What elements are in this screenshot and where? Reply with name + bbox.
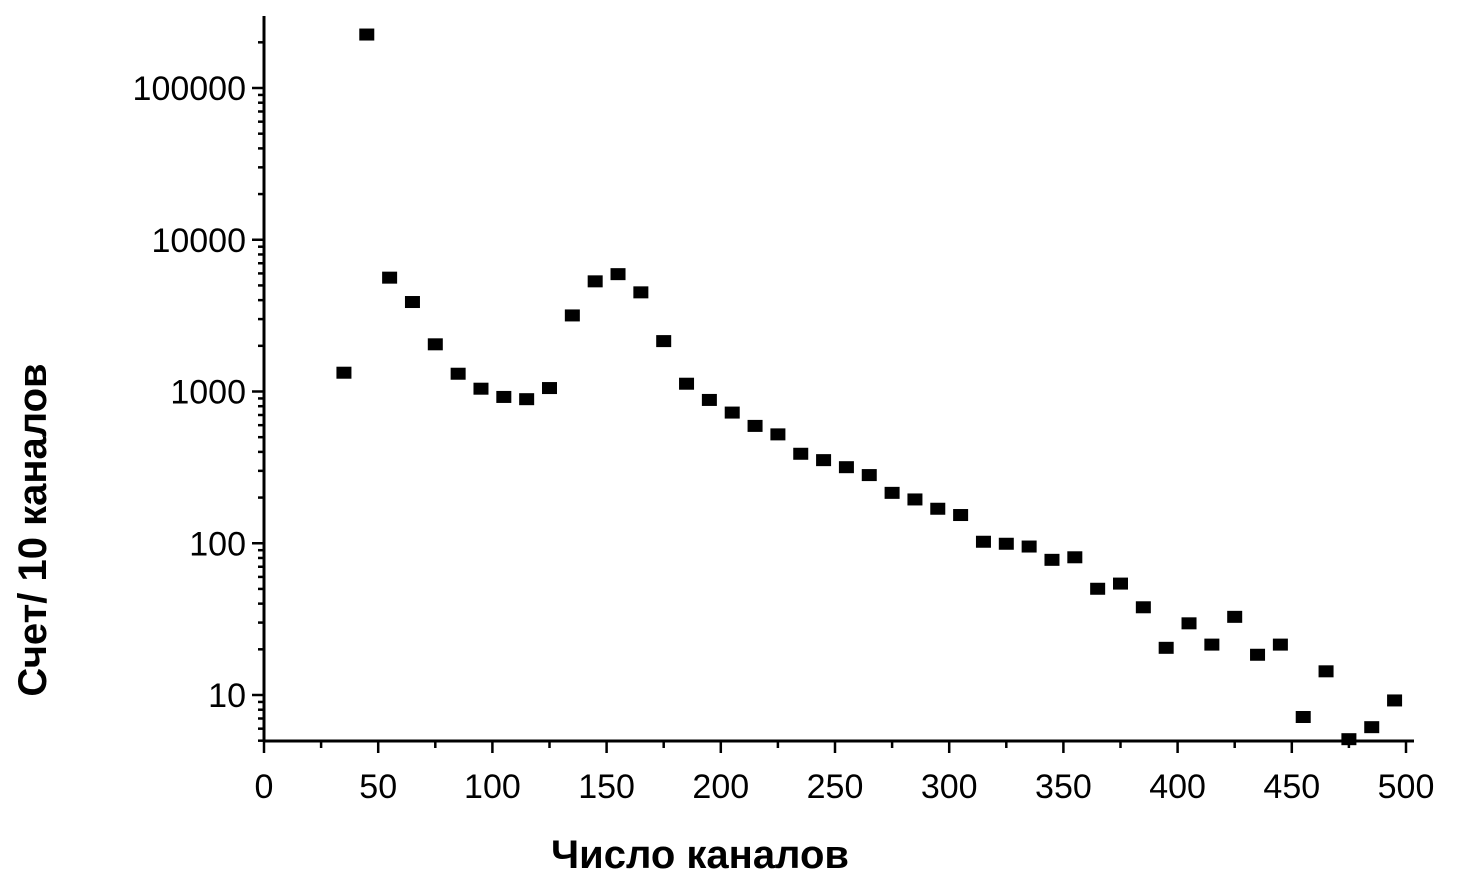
data-point <box>496 390 512 403</box>
x-tick-label: 300 <box>921 768 978 806</box>
x-tick-label: 450 <box>1263 768 1320 806</box>
data-point <box>450 367 466 380</box>
data-point <box>1318 665 1334 678</box>
data-point <box>1250 648 1266 661</box>
data-point <box>404 296 420 309</box>
data-point <box>587 275 603 288</box>
data-point <box>1227 610 1243 623</box>
data-point <box>382 271 398 284</box>
data-point <box>1272 638 1288 651</box>
data-point <box>359 28 375 41</box>
x-axis-title: Число каналов <box>551 833 849 873</box>
data-point <box>610 268 626 281</box>
data-point <box>1295 711 1311 724</box>
data-point <box>747 419 763 432</box>
data-point <box>1135 601 1151 614</box>
x-tick-label: 350 <box>1035 768 1092 806</box>
x-tick-label: 200 <box>692 768 749 806</box>
y-ticks: 10 100 1000 10000 100000 <box>133 41 264 742</box>
x-tick-label: 0 <box>255 768 274 806</box>
data-point <box>838 461 854 474</box>
data-point <box>1341 733 1357 746</box>
data-point <box>793 447 809 460</box>
data-point <box>1021 540 1037 553</box>
data-point <box>953 509 969 522</box>
data-point <box>1204 638 1220 651</box>
x-ticks: 0 50 100 150 200 250 300 350 400 450 500 <box>255 741 1435 806</box>
data-point <box>1364 721 1380 734</box>
data-point <box>427 338 443 351</box>
data-point <box>542 382 557 395</box>
data-point <box>1181 617 1197 630</box>
x-tick-label: 500 <box>1378 768 1435 806</box>
data-point <box>656 335 672 348</box>
y-tick-label: 10 <box>208 677 246 715</box>
y-tick-label: 1000 <box>170 374 246 412</box>
data-point <box>724 406 740 419</box>
data-point <box>1387 694 1403 707</box>
data-point <box>519 393 535 406</box>
x-tick-label: 250 <box>807 768 864 806</box>
data-points <box>336 28 1403 746</box>
y-tick-label: 100 <box>189 525 246 563</box>
data-point <box>679 377 695 390</box>
y-tick-label: 100000 <box>133 70 246 108</box>
y-tick-label: 10000 <box>151 222 246 260</box>
data-point <box>633 286 649 299</box>
x-tick-label: 100 <box>464 768 521 806</box>
data-point <box>861 469 877 482</box>
data-point <box>701 393 717 406</box>
data-point <box>1113 577 1128 590</box>
axes <box>262 16 1414 743</box>
x-tick-label: 400 <box>1149 768 1206 806</box>
data-point <box>907 493 923 506</box>
data-point <box>473 382 489 395</box>
x-tick-label: 150 <box>578 768 635 806</box>
data-point <box>930 502 946 515</box>
data-point <box>1067 551 1083 564</box>
y-axis-title: Счет/ 10 каналов <box>11 363 55 696</box>
data-point <box>1158 641 1174 654</box>
data-point <box>564 309 580 322</box>
data-point <box>770 428 786 441</box>
data-point <box>884 486 900 499</box>
x-tick-label: 50 <box>359 768 397 806</box>
data-point <box>998 537 1014 550</box>
data-point <box>975 535 991 548</box>
data-point <box>336 366 352 379</box>
data-point <box>1090 582 1106 595</box>
data-point <box>1044 553 1060 566</box>
data-point <box>816 454 832 467</box>
